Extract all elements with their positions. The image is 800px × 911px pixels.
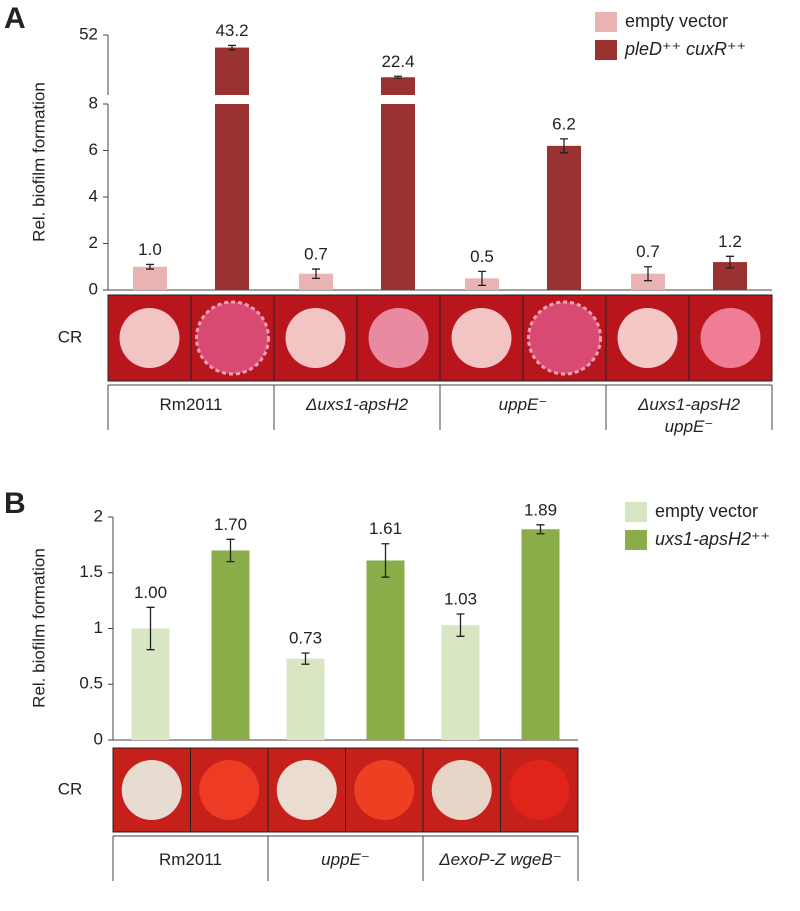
- colony: [368, 308, 429, 368]
- value-label: 1.70: [214, 515, 247, 534]
- bar: [381, 77, 415, 95]
- category-label: Rm2011: [159, 850, 222, 869]
- error-bar: [644, 266, 652, 282]
- legend-swatch: [595, 40, 617, 60]
- value-label: 1.2: [718, 232, 742, 251]
- colony: [195, 300, 270, 376]
- colony: [451, 308, 512, 368]
- error-bar: [301, 652, 310, 665]
- value-label: 0.73: [289, 629, 322, 648]
- legend-label: empty vector: [655, 501, 758, 521]
- bar: [286, 658, 325, 740]
- y-tick-label: 6: [89, 140, 98, 159]
- legend-swatch: [595, 12, 617, 32]
- y-tick-label: 0: [94, 729, 103, 748]
- colony: [354, 760, 415, 820]
- value-label: 0.5: [470, 247, 494, 266]
- y-tick-label: 2: [89, 233, 98, 252]
- error-bar: [146, 263, 154, 270]
- bar: [133, 266, 167, 290]
- y-tick-label: 1.5: [79, 562, 103, 581]
- value-label: 1.03: [444, 589, 477, 608]
- value-label: 1.00: [134, 583, 167, 602]
- y-tick-label: 52: [79, 24, 98, 43]
- bar: [631, 273, 665, 290]
- bar: [215, 47, 249, 95]
- error-bar: [146, 606, 155, 651]
- bar: [215, 104, 249, 290]
- colony: [431, 760, 492, 820]
- legend-label: uxs1-apsH2⁺⁺: [655, 529, 770, 549]
- value-label: 1.61: [369, 519, 402, 538]
- error-bar: [478, 270, 486, 286]
- category-label: uppE⁻: [498, 395, 548, 414]
- value-label: 6.2: [552, 114, 576, 133]
- bar: [211, 550, 250, 740]
- y-tick-label: 4: [89, 186, 98, 205]
- legend-label: empty vector: [625, 11, 728, 31]
- value-label: 0.7: [636, 242, 660, 261]
- error-bar: [381, 543, 390, 578]
- value-label: 1.0: [138, 240, 162, 259]
- error-bar: [456, 613, 465, 637]
- legend-label: pleD⁺⁺ cuxR⁺⁺: [624, 39, 746, 59]
- category-label: Rm2011: [159, 395, 223, 414]
- colony: [121, 760, 182, 820]
- colony: [617, 308, 678, 368]
- bar: [366, 560, 405, 740]
- error-bar: [312, 268, 320, 280]
- colony: [199, 760, 260, 820]
- colony: [285, 308, 346, 368]
- error-bar: [560, 138, 568, 154]
- row-label: CR: [58, 779, 83, 798]
- colony: [700, 308, 761, 368]
- panel-label: B: [4, 487, 26, 520]
- error-bar: [228, 44, 236, 51]
- error-bar: [726, 255, 734, 269]
- colony: [119, 308, 180, 368]
- bar: [381, 104, 415, 290]
- category-label: Δuxs1-apsH2 uppE⁻: [637, 395, 741, 436]
- bar: [441, 625, 480, 740]
- category-label: ΔexoP-Z wgeB⁻: [439, 850, 562, 869]
- category-label: Δuxs1-apsH2: [305, 395, 409, 414]
- legend-swatch: [625, 502, 647, 522]
- value-label: 0.7: [304, 245, 328, 264]
- colony: [509, 760, 570, 820]
- y-axis-title: Rel. biofilm formation: [29, 82, 48, 242]
- error-bar: [226, 538, 235, 563]
- error-bar: [394, 75, 402, 79]
- panel-label: A: [4, 2, 26, 35]
- value-label: 1.89: [524, 500, 557, 519]
- bar: [547, 145, 581, 290]
- error-bar: [536, 524, 545, 535]
- y-tick-label: 2: [94, 506, 103, 525]
- y-axis-title: Rel. biofilm formation: [29, 548, 48, 708]
- value-label: 43.2: [215, 21, 248, 40]
- y-tick-label: 8: [89, 93, 98, 112]
- bar: [521, 529, 560, 740]
- y-tick-label: 1: [94, 618, 103, 637]
- bar: [299, 273, 333, 290]
- category-label: uppE⁻: [321, 850, 370, 869]
- y-tick-label: 0.5: [79, 674, 103, 693]
- y-tick-label: 0: [89, 279, 98, 298]
- row-label: CR: [58, 327, 83, 346]
- value-label: 22.4: [381, 52, 414, 71]
- legend-swatch: [625, 530, 647, 550]
- colony: [276, 760, 337, 820]
- colony: [527, 300, 602, 376]
